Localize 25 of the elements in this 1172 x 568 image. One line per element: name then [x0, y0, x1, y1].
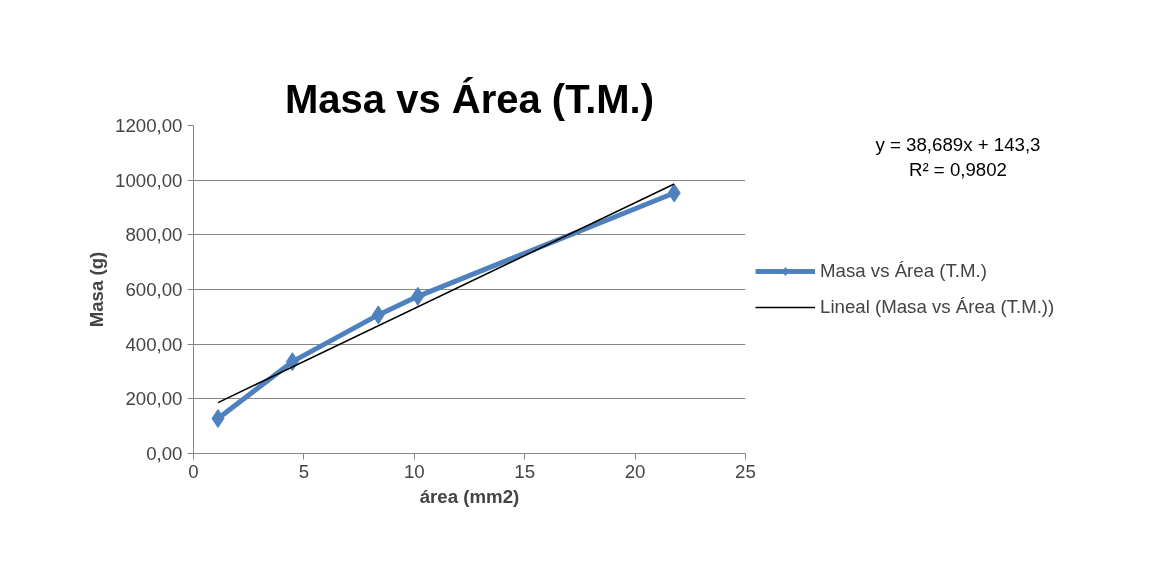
point [285, 352, 299, 372]
y-axis-title: Masa (g) [86, 251, 108, 328]
point [411, 286, 425, 306]
legend-label: Masa vs Área (T.M.) [820, 260, 987, 282]
chart-title: Masa vs Área (T.M.) [284, 76, 655, 121]
x-tick-label: 20 [624, 460, 646, 482]
x-tick-label: 5 [298, 460, 310, 482]
text: R² = 0,9802 [908, 158, 1008, 183]
y-tick-label: 600,00 [125, 279, 183, 300]
y-tick-label: 200,00 [125, 388, 183, 410]
y-tick-label: 1000,00 [115, 169, 183, 191]
point [371, 305, 385, 325]
x-axis-title: área (mm2) [419, 485, 520, 507]
point [667, 183, 681, 203]
x-tick-label: 25 [735, 460, 756, 482]
x-tick-label: 0 [188, 460, 199, 482]
x-tick-label: 15 [514, 460, 536, 482]
text: y = 38,689x + 143,3 [874, 133, 1042, 157]
legend-label: Lineal (Masa vs Área (T.M.)) [820, 296, 1055, 318]
y-tick-label: 400,00 [125, 333, 183, 355]
x-tick-label: 10 [403, 460, 425, 482]
point [211, 409, 225, 429]
y-tick-label: 0,00 [146, 443, 183, 464]
y-tick-label: 800,00 [125, 224, 183, 246]
y-tick-label: 1200,00 [115, 115, 183, 136]
